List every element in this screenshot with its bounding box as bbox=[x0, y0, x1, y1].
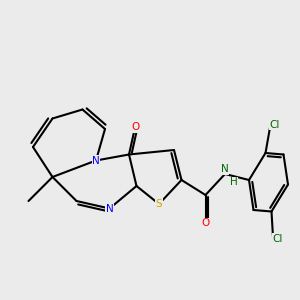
Text: N: N bbox=[92, 155, 100, 166]
Text: H: H bbox=[230, 177, 237, 188]
Text: Cl: Cl bbox=[269, 119, 280, 130]
Text: O: O bbox=[201, 218, 210, 229]
Text: N: N bbox=[221, 164, 229, 175]
Text: S: S bbox=[156, 199, 162, 209]
Text: Cl: Cl bbox=[272, 233, 283, 244]
Text: N: N bbox=[106, 203, 113, 214]
Text: O: O bbox=[131, 122, 139, 133]
